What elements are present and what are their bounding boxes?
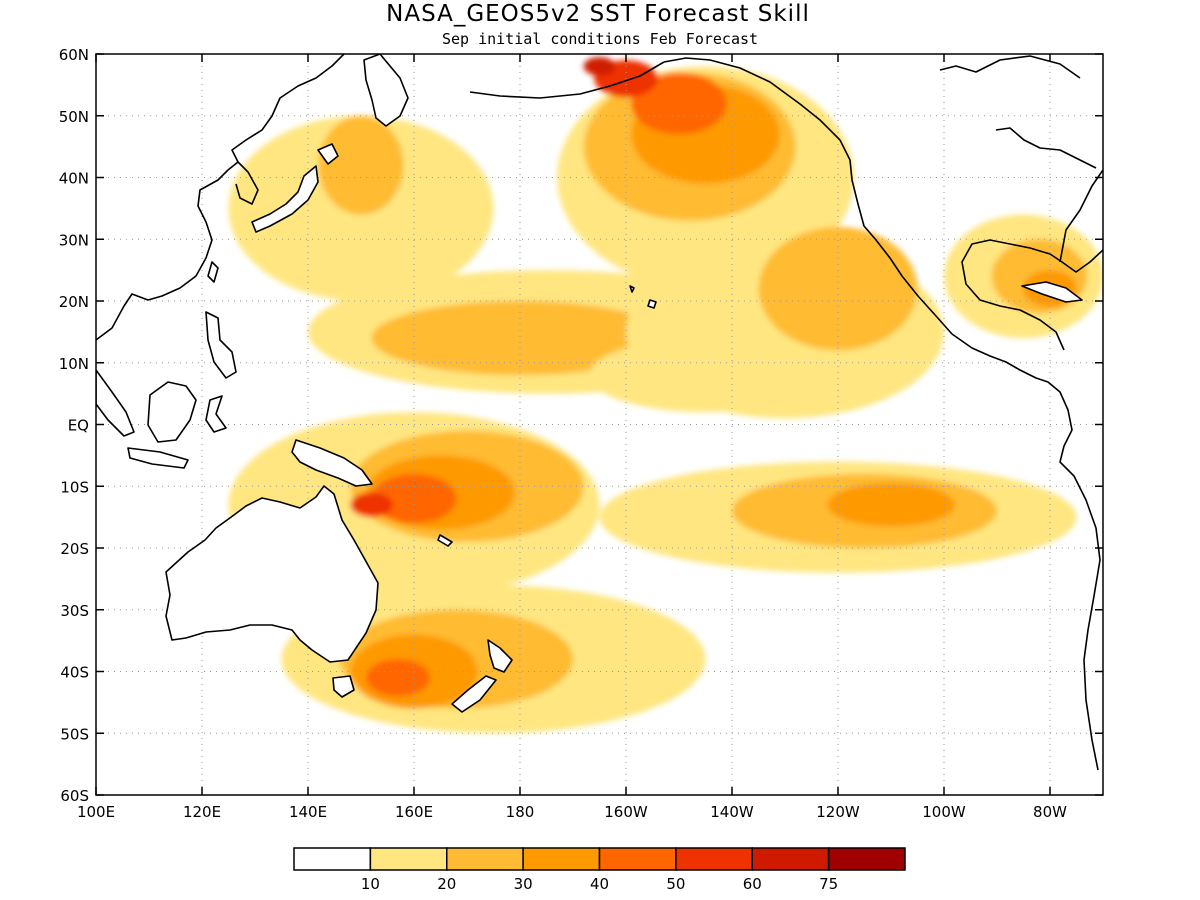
- colorbar-label: 50: [666, 875, 685, 893]
- skill-region-18: [318, 115, 404, 215]
- lon-label: 80W: [1033, 803, 1067, 821]
- borneo-coastline: [147, 381, 197, 443]
- hokkaido-coastline: [317, 143, 339, 165]
- skill-contour-fill: [228, 57, 1103, 734]
- colorbar-swatch-5: [675, 847, 753, 871]
- colorbar-swatch-0: [293, 847, 372, 871]
- colorbar-swatch-1: [369, 847, 448, 871]
- lon-label: 120E: [183, 803, 221, 821]
- lat-label: EQ: [68, 417, 89, 435]
- skill-region-6: [371, 301, 669, 376]
- lat-label: 50N: [59, 108, 89, 126]
- canada-lakes-coastline: [995, 127, 1097, 169]
- new-zealand-north-coastline: [487, 639, 513, 673]
- lat-label: 30S: [60, 602, 89, 620]
- skill-region-14: [631, 72, 727, 135]
- sumatra-coastline: [96, 369, 135, 437]
- skill-region-4: [350, 492, 393, 518]
- map-title: NASA_GEOS5v2 SST Forecast Skill: [386, 1, 810, 27]
- colorbar-label: 60: [743, 875, 762, 893]
- lat-label: 10S: [60, 478, 89, 496]
- new-caledonia-coastline: [437, 534, 453, 547]
- hudson-bay-coastline: [939, 55, 1081, 79]
- map-plot-area: [96, 54, 1103, 795]
- lon-label: 140E: [289, 803, 327, 821]
- kamchatka-coastline: [363, 54, 409, 127]
- philippines-coastline: [205, 311, 237, 379]
- latitude-tick-labels: 60N 50N 40N 30N 20N 10N EQ 10S 20S 30S 40S 50S 60S: [59, 46, 89, 805]
- lat-label: 30N: [59, 231, 89, 249]
- korea-coastline: [235, 161, 259, 205]
- colorbar-swatch-2: [446, 847, 524, 871]
- coastline-layer: [96, 54, 1103, 771]
- lon-label: 140W: [710, 803, 754, 821]
- lat-label: 40S: [60, 664, 89, 682]
- asia-mainland-coastline: [96, 54, 345, 341]
- gulf-of-mexico-coastline: [961, 239, 1103, 351]
- north-america-west-coastline: [839, 139, 1101, 771]
- skill-region-22: [366, 659, 430, 697]
- lat-label: 40N: [59, 170, 89, 188]
- lon-label: 120W: [816, 803, 860, 821]
- colorbar-swatch-3: [522, 847, 601, 871]
- lon-label: 160E: [395, 803, 433, 821]
- colorbar-label: 10: [361, 875, 380, 893]
- longitude-tick-labels: 100E 120E 140E 160E 180 160W 140W 120W 100W 80W: [77, 803, 1067, 821]
- skill-region-16: [583, 57, 616, 76]
- skill-region-10: [827, 483, 955, 527]
- florida-coastline: [1059, 169, 1103, 263]
- hawaii-coastline: [647, 299, 657, 309]
- colorbar-swatch-6: [751, 847, 830, 871]
- lon-label: 100E: [77, 803, 115, 821]
- lon-label: 180: [506, 803, 535, 821]
- lat-label: 60S: [60, 787, 89, 805]
- map-subtitle: Sep initial conditions Feb Forecast: [442, 30, 758, 48]
- colorbar-label: 30: [514, 875, 533, 893]
- colorbar-label: 20: [437, 875, 456, 893]
- sulawesi-coastline: [205, 395, 227, 433]
- axis-ticks: [95, 53, 1103, 796]
- aleutian-islands-coastline: [469, 61, 665, 99]
- colorbar-swatch-4: [598, 847, 677, 871]
- new-zealand-south-coastline: [451, 675, 497, 713]
- lat-label: 10N: [59, 355, 89, 373]
- cuba-coastline: [1021, 281, 1083, 303]
- australia-coastline: [165, 485, 379, 663]
- colorbar-label: 40: [590, 875, 609, 893]
- lat-label: 50S: [60, 725, 89, 743]
- colorbar: 10 20 30 40 50 60 75: [293, 847, 906, 893]
- lon-label: 100W: [922, 803, 966, 821]
- lon-label: 160W: [604, 803, 648, 821]
- lat-label: 20N: [59, 293, 89, 311]
- new-guinea-coastline: [291, 439, 373, 487]
- hawaii-small-islands: [629, 285, 635, 293]
- tasmania-coastline: [332, 675, 355, 698]
- lat-label: 60N: [59, 46, 89, 64]
- taiwan-coastline: [207, 261, 219, 283]
- colorbar-swatch-7: [827, 847, 906, 871]
- alaska-coastline: [663, 57, 841, 141]
- lat-label: 20S: [60, 540, 89, 558]
- colorbar-label: 75: [819, 875, 838, 893]
- japan-coastline: [251, 165, 319, 233]
- java-coastline: [127, 447, 189, 469]
